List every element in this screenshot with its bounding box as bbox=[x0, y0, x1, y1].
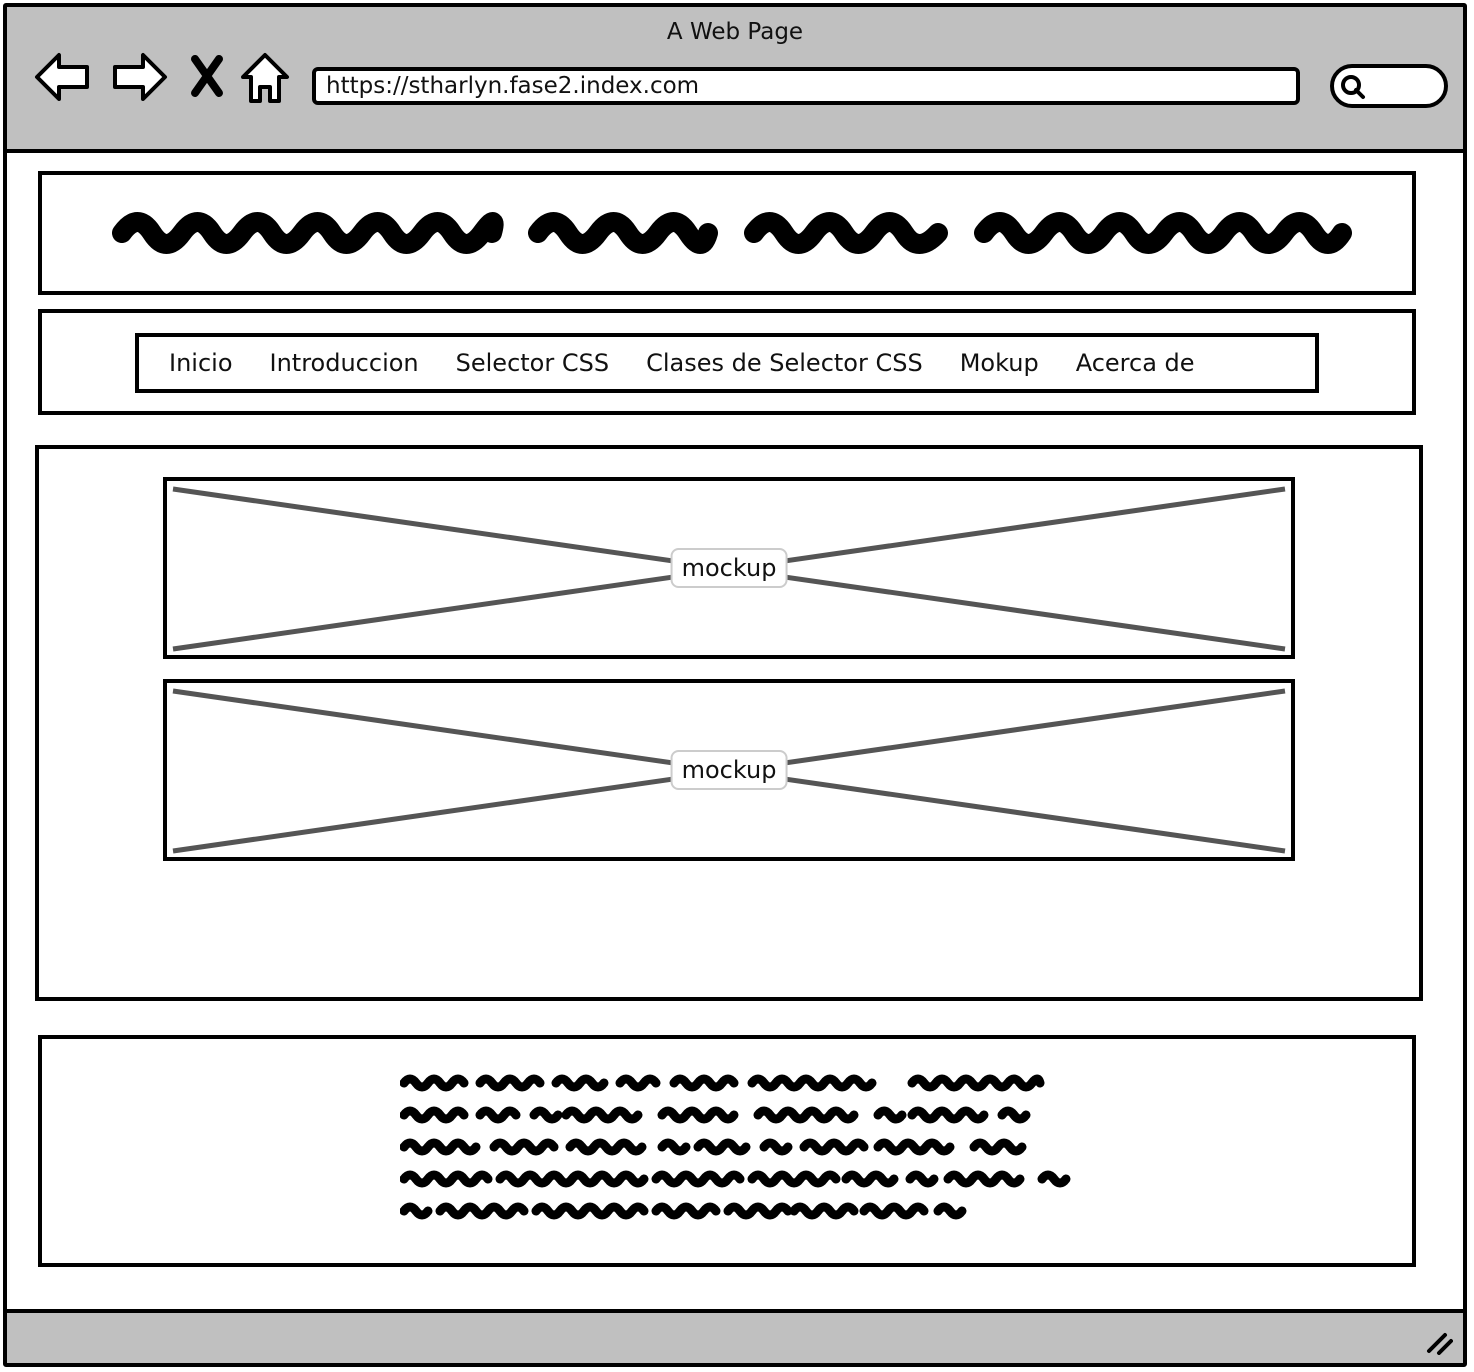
nav-bar bbox=[38, 309, 1416, 415]
browser-statusbar bbox=[7, 1309, 1463, 1363]
footer-text-scribble bbox=[400, 1074, 1071, 1220]
search-icon bbox=[1341, 75, 1365, 99]
mockup-label: mockup bbox=[670, 750, 788, 790]
browser-window: A Web Page https://stharlyn.fase2.index.… bbox=[3, 3, 1467, 1367]
mockup-image-1: mockup bbox=[163, 477, 1295, 659]
search-input[interactable] bbox=[1330, 64, 1448, 108]
nav-menu: Inicio Introduccion Selector CSS Clases … bbox=[135, 333, 1319, 393]
url-input[interactable]: https://stharlyn.fase2.index.com bbox=[312, 67, 1300, 105]
nav-item-introduccion[interactable]: Introduccion bbox=[269, 349, 419, 377]
header-banner bbox=[38, 171, 1416, 295]
nav-item-mokup[interactable]: Mokup bbox=[959, 349, 1039, 377]
mockup-label: mockup bbox=[670, 548, 788, 588]
nav-item-acerca-de[interactable]: Acerca de bbox=[1075, 349, 1195, 377]
close-icon[interactable] bbox=[177, 47, 237, 107]
forward-icon[interactable] bbox=[109, 47, 169, 107]
nav-item-selector-css[interactable]: Selector CSS bbox=[455, 349, 610, 377]
window-title: A Web Page bbox=[666, 19, 804, 45]
nav-item-inicio[interactable]: Inicio bbox=[169, 349, 233, 377]
back-icon[interactable] bbox=[33, 47, 93, 107]
home-icon[interactable] bbox=[235, 47, 295, 107]
page-footer bbox=[38, 1035, 1416, 1267]
site-title-scribble bbox=[112, 212, 1352, 254]
browser-titlebar: A Web Page https://stharlyn.fase2.index.… bbox=[7, 7, 1463, 153]
nav-item-clases-selector-css[interactable]: Clases de Selector CSS bbox=[646, 349, 923, 377]
resize-handle-icon[interactable] bbox=[1423, 1331, 1453, 1355]
mockup-image-2: mockup bbox=[163, 679, 1295, 861]
